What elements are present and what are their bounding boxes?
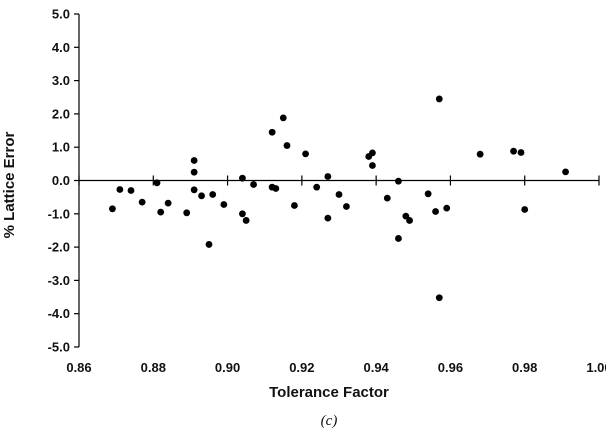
data-point (369, 149, 376, 157)
y-tick-label: 3.0 (52, 73, 70, 88)
data-point (242, 217, 250, 224)
data-point (239, 210, 246, 218)
data-point (302, 150, 309, 158)
y-tick-label: 1.0 (52, 140, 70, 155)
data-point (157, 208, 165, 216)
x-tick-label: 0.98 (512, 360, 537, 375)
data-point (183, 209, 191, 217)
data-point (424, 190, 432, 198)
y-tick-label: 0.0 (52, 173, 70, 188)
data-point (562, 168, 569, 176)
data-point (109, 205, 116, 213)
data-point (395, 177, 402, 185)
y-tick-label: -2.0 (48, 240, 70, 255)
data-point (205, 241, 213, 248)
data-point (343, 203, 350, 210)
x-tick-label: 0.94 (363, 360, 389, 375)
y-tick-label: 4.0 (52, 40, 70, 55)
figure-caption: (c) (321, 413, 338, 429)
y-axis-title: % Lattice Error (1, 131, 18, 238)
data-point (198, 192, 205, 200)
data-point (153, 179, 161, 187)
data-point (116, 186, 124, 193)
y-tick-label: 2.0 (52, 106, 70, 121)
y-axis-ticks: 5.0 4.0 3.0 2.0 1.0 0.0 -1.0 -2.0 -3.0 -4.0 -5.0 (48, 7, 79, 355)
data-point (190, 168, 198, 176)
x-tick-label: 0.90 (215, 360, 240, 375)
data-point (190, 157, 198, 164)
y-tick-label: -4.0 (48, 306, 70, 321)
data-point (510, 147, 517, 155)
data-point (435, 294, 443, 302)
data-point (127, 187, 135, 194)
data-point (268, 128, 276, 136)
data-point (138, 198, 146, 206)
x-tick-label: 0.88 (141, 360, 166, 375)
x-axis-ticks: 0.86 0.88 0.90 0.92 0.94 0.96 0.98 1.00 (66, 175, 606, 375)
data-point (291, 202, 298, 209)
data-point (383, 194, 391, 202)
x-tick-label: 0.86 (66, 360, 91, 375)
data-point (324, 214, 332, 222)
data-point (283, 142, 291, 149)
x-tick-label: 0.96 (438, 360, 463, 375)
x-tick-label: 1.00 (586, 360, 606, 375)
data-point (209, 191, 217, 198)
data-point (443, 204, 451, 212)
y-tick-label: -3.0 (48, 273, 70, 288)
data-point (369, 162, 376, 169)
data-point (517, 149, 525, 156)
data-point (313, 183, 321, 191)
data-point (220, 201, 228, 208)
y-tick-label: -5.0 (48, 340, 70, 355)
data-point (406, 217, 413, 224)
data-point (272, 185, 280, 192)
data-point (435, 95, 443, 103)
data-point (395, 235, 402, 242)
data-point (324, 173, 332, 180)
data-point (335, 191, 343, 198)
data-point (432, 208, 439, 215)
x-tick-label: 0.92 (289, 360, 314, 375)
data-point (476, 150, 484, 158)
y-tick-label: 5.0 (52, 7, 70, 22)
data-point (239, 174, 246, 182)
data-point (250, 181, 257, 188)
data-point (521, 206, 529, 213)
data-point (279, 114, 287, 122)
data-point (164, 199, 172, 207)
x-axis-title: Tolerance Factor (269, 384, 389, 401)
data-points (109, 95, 569, 302)
y-tick-label: -1.0 (48, 206, 70, 221)
data-point (190, 186, 198, 194)
